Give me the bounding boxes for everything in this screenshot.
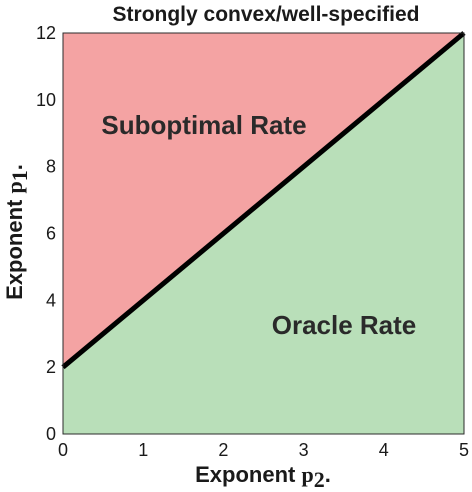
x-axis-label-prefix: Exponent [195,462,296,487]
oracle-region [63,33,464,434]
y-tick-label: 12 [36,23,56,43]
x-tick-label: 2 [218,440,228,460]
y-tick-label: 4 [46,290,56,310]
x-axis-label-suffix: . [325,462,331,487]
x-axis-ticks: 0 1 2 3 4 5 [58,440,469,460]
oracle-region-label: Oracle Rate [272,310,417,340]
y-axis-label-prefix: Exponent [2,199,27,300]
y-tick-label: 6 [46,224,56,244]
x-tick-label: 5 [459,440,469,460]
y-axis-label: Exponent p1. [2,164,32,300]
x-tick-label: 0 [58,440,68,460]
y-tick-label: 10 [36,90,56,110]
y-tick-label: 8 [46,157,56,177]
x-axis-label: Exponent p2. [195,462,331,492]
y-axis-label-subscript: 1 [7,170,32,181]
y-tick-label: 2 [46,357,56,377]
x-tick-label: 3 [299,440,309,460]
y-axis-ticks: 0 2 4 6 8 10 12 [36,23,56,444]
x-axis-label-subscript: 2 [314,467,325,492]
x-tick-label: 1 [138,440,148,460]
x-axis-label-symbol: p [301,462,313,487]
plot-frame [62,32,465,435]
y-tick-label: 0 [46,424,56,444]
y-axis-label-symbol: p [2,181,27,193]
y-axis-label-suffix: . [2,164,27,170]
chart-title: Strongly convex/well-specified [113,3,420,26]
boundary-line [61,31,466,370]
x-tick-label: 4 [379,440,389,460]
suboptimal-region-label: Suboptimal Rate [101,110,306,140]
